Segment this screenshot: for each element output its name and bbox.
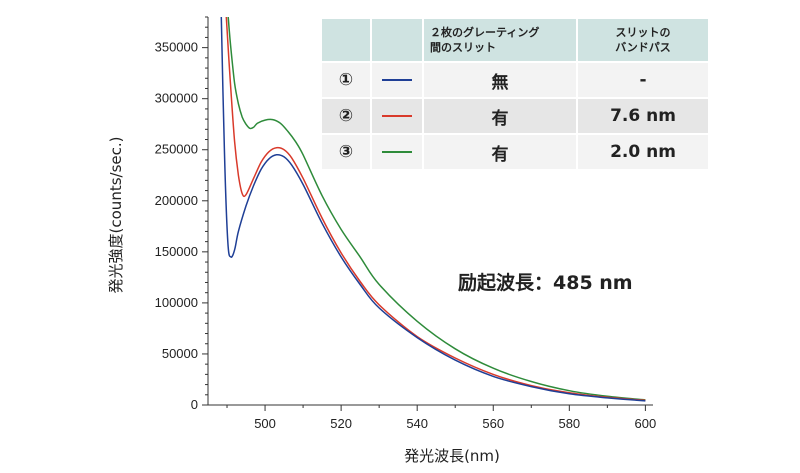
legend-header-grating-line1: ２枚のグレーティング (430, 26, 540, 39)
x-tick-label: 560 (482, 416, 504, 431)
legend-row-number: ③ (322, 135, 370, 169)
legend-line-swatch-cell (372, 99, 422, 133)
legend-grating-value: 無 (424, 63, 576, 97)
legend-table: ２枚のグレーティング 間のスリット スリットの バンドパス ① 無 - ② 有 … (320, 17, 710, 171)
legend-grating-value: 有 (424, 99, 576, 133)
y-tick-label: 250000 (155, 142, 198, 157)
y-tick-label: 50000 (162, 346, 198, 361)
excitation-wavelength-annotation: 励起波長：485 nm (458, 272, 633, 294)
x-tick-label: 540 (406, 416, 428, 431)
y-tick-label: 200000 (155, 193, 198, 208)
x-tick-label: 600 (635, 416, 657, 431)
legend-header-band-line2: バンドパス (615, 41, 671, 54)
legend-row-number: ② (322, 99, 370, 133)
legend-grating-value: 有 (424, 135, 576, 169)
series-line-3-green (227, 17, 646, 401)
x-tick-label: 580 (558, 416, 580, 431)
legend-header-line (372, 19, 422, 61)
legend-bandpass-value: - (578, 63, 708, 97)
legend-line-swatch-red (382, 115, 412, 117)
legend-row-3: ③ 有 2.0 nm (322, 135, 708, 169)
legend-header-grating: ２枚のグレーティング 間のスリット (424, 19, 576, 61)
legend-bandpass-value: 7.6 nm (578, 99, 708, 133)
legend-line-swatch-blue (382, 79, 412, 81)
legend-row-number: ① (322, 63, 370, 97)
y-tick-label: 100000 (155, 295, 198, 310)
y-tick-label: 300000 (155, 91, 198, 106)
y-axis-title: 発光強度(counts/sec.) (107, 137, 125, 294)
legend-header-num (322, 19, 370, 61)
y-tick-label: 0 (191, 397, 198, 412)
legend-header-row: ２枚のグレーティング 間のスリット スリットの バンドパス (322, 19, 708, 61)
legend-bandpass-value: 2.0 nm (578, 135, 708, 169)
x-tick-label: 500 (254, 416, 276, 431)
legend-row-2: ② 有 7.6 nm (322, 99, 708, 133)
legend-line-swatch-cell (372, 63, 422, 97)
legend-line-swatch-green (382, 151, 412, 153)
y-tick-label: 350000 (155, 40, 198, 55)
legend-header-grating-line2: 間のスリット (430, 41, 496, 54)
x-axis-title: 発光波長(nm) (404, 447, 500, 465)
series-line-1-blue (220, 17, 646, 402)
legend-row-1: ① 無 - (322, 63, 708, 97)
x-tick-label: 520 (330, 416, 352, 431)
legend-header-band: スリットの バンドパス (578, 19, 708, 61)
legend-line-swatch-cell (372, 135, 422, 169)
y-tick-label: 150000 (155, 244, 198, 259)
series-line-2-red (225, 17, 646, 402)
legend-header-band-line1: スリットの (615, 26, 671, 39)
